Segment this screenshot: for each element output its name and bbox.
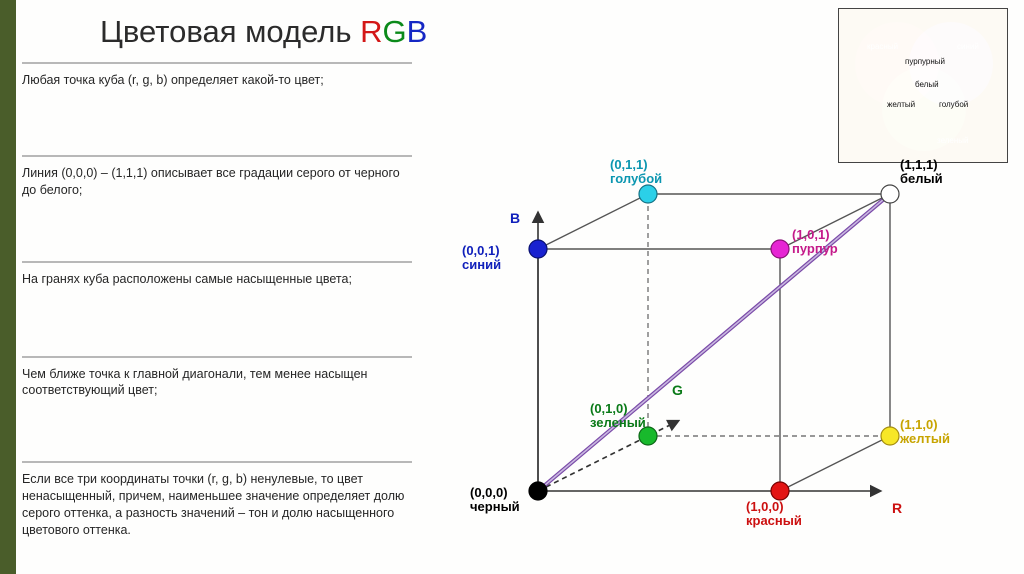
bullet-text: На гранях куба расположены самые насыщен… bbox=[22, 263, 412, 296]
cube-vertex-magenta bbox=[771, 240, 789, 258]
vertex-coord-red: (1,0,0) bbox=[746, 499, 784, 514]
title-g: G bbox=[383, 14, 407, 49]
cube-vertex-yellow bbox=[881, 427, 899, 445]
vertex-label-magenta: пурпур bbox=[792, 241, 838, 256]
vertex-label-yellow: желтый bbox=[899, 431, 950, 446]
title-b: B bbox=[407, 14, 428, 49]
vertex-label-green: зеленый bbox=[590, 415, 646, 430]
title-prefix: Цветовая модель bbox=[100, 14, 360, 49]
vertex-coord-cyan: (0,1,1) bbox=[610, 157, 648, 172]
cube-vertex-red bbox=[771, 482, 789, 500]
bullet-list: Любая точка куба (r, g, b) определяет ка… bbox=[22, 62, 412, 557]
vertex-label-cyan: голубой bbox=[610, 171, 662, 186]
vertex-coord-yellow: (1,1,0) bbox=[900, 417, 938, 432]
vertex-coord-blue: (0,0,1) bbox=[462, 243, 500, 258]
bullet-text: Чем ближе точка к главной диагонали, тем… bbox=[22, 358, 412, 408]
bullet-text: Если все три координаты точки (r, g, b) … bbox=[22, 463, 412, 547]
svg-text:красный: красный bbox=[867, 42, 898, 51]
axis-label-R: R bbox=[892, 500, 902, 516]
svg-text:желтый: желтый bbox=[887, 100, 915, 109]
cube-vertex-black bbox=[529, 482, 547, 500]
vertex-label-white: белый bbox=[900, 171, 943, 186]
venn-diagram: пурпурный белый желтый голубой красный синий з… bbox=[838, 8, 1008, 163]
svg-text:синий: синий bbox=[957, 42, 979, 51]
bullet-text: Любая точка куба (r, g, b) определяет ка… bbox=[22, 64, 412, 97]
vertex-coord-magenta: (1,0,1) bbox=[792, 227, 830, 242]
cube-vertex-white bbox=[881, 185, 899, 203]
axis-label-B: B bbox=[510, 210, 520, 226]
bullet-text: Линия (0,0,0) – (1,1,1) описывает все гр… bbox=[22, 157, 412, 207]
rgb-cube-diagram: (0,0,0)черный (1,0,0)красный (0,0,1)синий (… bbox=[440, 175, 1000, 565]
vertex-coord-white: (1,1,1) bbox=[900, 157, 938, 172]
svg-text:голубой: голубой bbox=[939, 100, 968, 109]
vertex-label-black: черный bbox=[470, 499, 520, 514]
page-title: Цветовая модель RGB bbox=[100, 14, 427, 50]
vertex-coord-green: (0,1,0) bbox=[590, 401, 628, 416]
left-accent-bar bbox=[0, 0, 16, 574]
svg-text:белый: белый bbox=[915, 80, 939, 89]
vertex-label-red: красный bbox=[746, 513, 802, 528]
cube-vertex-cyan bbox=[639, 185, 657, 203]
svg-text:пурпурный: пурпурный bbox=[905, 57, 945, 66]
axis-label-G: G bbox=[672, 382, 683, 398]
title-r: R bbox=[360, 14, 382, 49]
svg-text:зеленый: зеленый bbox=[937, 136, 969, 145]
vertex-coord-black: (0,0,0) bbox=[470, 485, 508, 500]
vertex-label-blue: синий bbox=[462, 257, 501, 272]
cube-vertex-blue bbox=[529, 240, 547, 258]
